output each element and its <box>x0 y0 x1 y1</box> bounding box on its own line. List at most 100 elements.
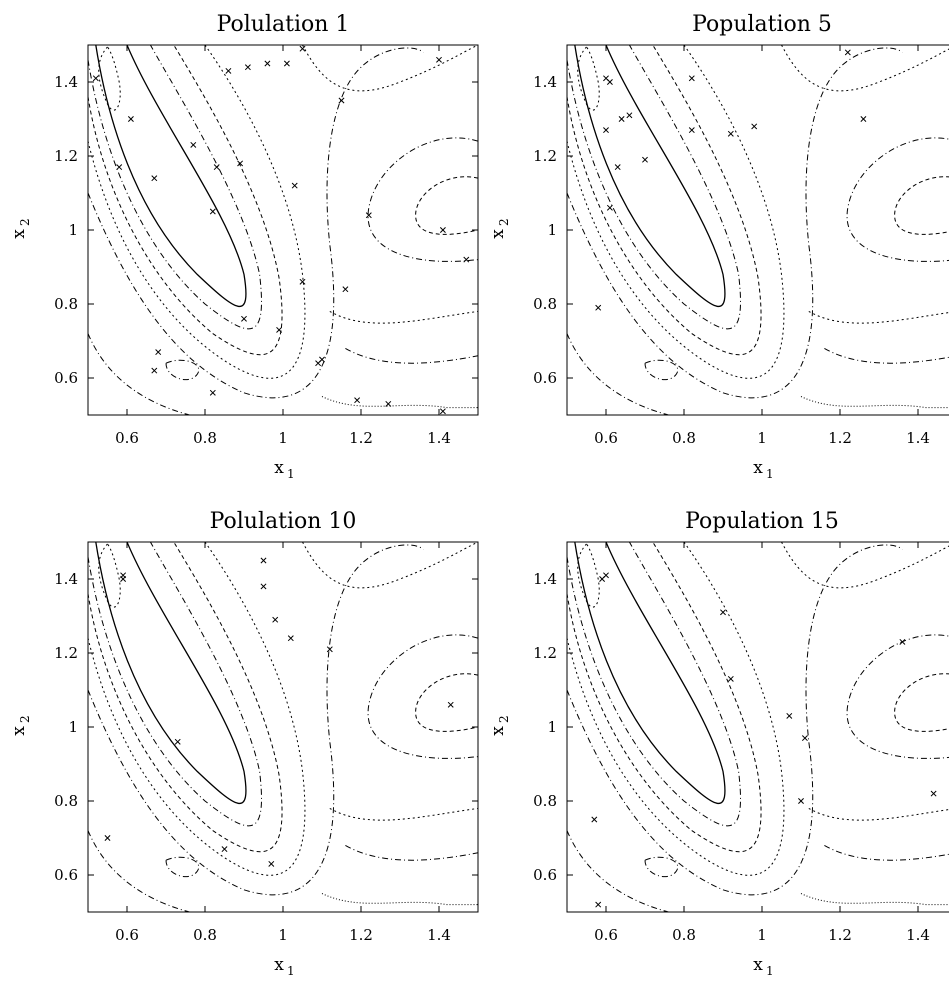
data-point-stroke <box>354 397 361 404</box>
data-point-stroke <box>798 798 804 804</box>
y-tick-label: 0.6 <box>533 369 557 387</box>
contour-line <box>88 830 190 912</box>
data-point-stroke <box>264 60 271 67</box>
contour-line <box>567 45 742 330</box>
data-point-stroke <box>342 286 349 293</box>
x-tick-label: 1.4 <box>906 926 930 944</box>
contour-line <box>800 893 949 906</box>
data-point <box>439 227 446 233</box>
data-point-stroke <box>104 835 111 841</box>
data-point <box>209 208 216 215</box>
data-point <box>283 60 290 67</box>
x-tick-label: 0.6 <box>594 429 618 447</box>
panel-3: 0.6 0.6 0.8 0.8 1 1 1.2 1.2 1.4 1.4 Polulation 10 x… <box>9 509 479 978</box>
x-axis-label-sub: 1 <box>287 467 295 481</box>
data-point-stroke <box>844 49 851 56</box>
data-point <box>326 646 333 653</box>
contour-line <box>824 347 949 364</box>
data-point <box>190 141 197 148</box>
data-point <box>642 156 648 163</box>
contour-line <box>894 673 949 732</box>
data-point-stroke <box>209 389 216 396</box>
contour-lines <box>567 542 949 912</box>
data-point-stroke <box>151 367 158 374</box>
data-point-stroke <box>276 326 283 333</box>
contour-line <box>367 634 478 759</box>
data-point <box>688 127 695 134</box>
data-points <box>591 572 937 908</box>
contour-line <box>345 347 478 364</box>
y-tick-label: 0.6 <box>54 369 78 387</box>
y-axis-label-group: x2 <box>488 715 511 735</box>
data-point-stroke <box>751 123 758 130</box>
data-point <box>260 557 267 564</box>
data-point-stroke <box>283 60 290 67</box>
data-point <box>727 130 734 137</box>
x-axis-label-sub: 1 <box>287 964 295 978</box>
contour-line <box>644 359 679 381</box>
data-points <box>595 49 867 311</box>
data-point-stroke <box>225 67 232 74</box>
contour-line <box>808 310 949 324</box>
contour-line <box>321 396 478 409</box>
data-point-stroke <box>439 227 446 233</box>
y-tick-label: 0.8 <box>54 295 78 313</box>
plot-frame <box>87 541 479 913</box>
x-tick-label: 0.8 <box>193 926 217 944</box>
data-point <box>244 64 251 71</box>
data-point <box>365 212 372 219</box>
data-point-stroke <box>860 116 867 122</box>
data-point <box>287 635 294 642</box>
data-point <box>260 583 267 590</box>
data-point-stroke <box>436 56 442 63</box>
data-point <box>338 97 345 104</box>
data-point-stroke <box>688 75 695 82</box>
data-point-stroke <box>127 116 134 122</box>
x-axis-label: x <box>753 458 763 478</box>
panel-title: Population 5 <box>692 12 832 37</box>
plot-frame <box>566 541 949 913</box>
data-point-stroke <box>241 315 247 322</box>
y-axis-label: x <box>488 726 508 736</box>
data-point <box>603 127 609 134</box>
x-tick-label: 1 <box>278 429 288 447</box>
data-point-stroke <box>642 156 648 163</box>
y-tick-label: 0.6 <box>54 866 78 884</box>
contour-line <box>95 542 247 804</box>
y-axis-label: x <box>488 229 508 239</box>
x-axis-label: x <box>274 458 284 478</box>
data-point <box>213 164 220 171</box>
data-point-stroke <box>260 583 267 590</box>
data-point-stroke <box>603 75 609 82</box>
data-point <box>899 638 906 645</box>
contour-line <box>567 544 903 896</box>
contour-line <box>88 542 283 853</box>
data-point-stroke <box>603 572 609 579</box>
contour-line <box>95 45 247 307</box>
data-point <box>104 835 111 841</box>
y-tick-label: 0.8 <box>54 792 78 810</box>
data-point <box>155 349 162 356</box>
data-point-stroke <box>268 860 275 867</box>
data-point-stroke <box>930 790 937 797</box>
contour-line <box>302 45 478 92</box>
data-point-stroke <box>801 735 808 742</box>
y-axis-label: x <box>9 726 29 736</box>
data-point <box>174 738 181 745</box>
data-point <box>844 49 851 56</box>
x-axis-label: x <box>274 955 284 975</box>
data-point <box>268 860 275 867</box>
contour-line <box>88 333 190 415</box>
data-point-stroke <box>606 204 613 211</box>
data-point <box>241 315 247 322</box>
data-point-stroke <box>299 45 306 52</box>
y-axis-label-sub: 2 <box>18 715 32 723</box>
contour-line <box>165 359 200 381</box>
data-point-stroke <box>727 675 734 682</box>
data-point <box>264 60 271 67</box>
data-point <box>237 160 244 167</box>
data-point-stroke <box>614 164 621 171</box>
data-point-stroke <box>899 638 906 645</box>
